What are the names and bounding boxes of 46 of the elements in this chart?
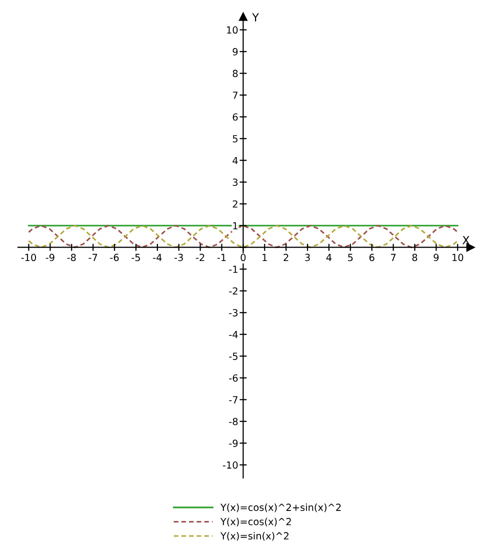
- y-tick-label: -9: [229, 440, 238, 447]
- x-tick-label: -1: [217, 254, 226, 261]
- x-tick-label: -3: [174, 254, 183, 262]
- y-tick-label: 9: [232, 48, 238, 56]
- y-tick-label: 10: [227, 26, 238, 34]
- y-tick-label: -1: [229, 266, 238, 273]
- x-tick-label: 10: [452, 254, 464, 262]
- y-tick-label: 4: [232, 156, 238, 164]
- legend-label: Y(x)=cos(x)^2: [220, 518, 291, 526]
- legend-label: Y(x)=cos(x)^2+sin(x)^2: [220, 503, 341, 512]
- y-tick-label: -10: [222, 461, 238, 469]
- x-tick-label: 3: [305, 254, 310, 262]
- y-tick-label: -7: [229, 396, 238, 404]
- y-tick-label: 6: [232, 113, 238, 121]
- y-tick-label: 7: [232, 92, 238, 99]
- x-tick-label: 8: [412, 254, 418, 262]
- y-tick-label: 8: [232, 70, 238, 78]
- x-tick-label: -10: [21, 254, 36, 262]
- y-tick-label: 2: [232, 200, 238, 208]
- y-tick-label: 3: [232, 178, 238, 186]
- legend-label: Y(x)=sin(x)^2: [220, 532, 288, 541]
- x-tick-label: -4: [153, 254, 162, 261]
- x-tick-label: 7: [391, 254, 396, 261]
- x-tick-label: 0: [240, 254, 246, 262]
- y-tick-label: -4: [229, 330, 238, 338]
- y-tick-label: 5: [232, 135, 238, 142]
- x-tick-label: -7: [88, 254, 98, 261]
- y-tick-label: -2: [229, 287, 238, 295]
- y-axis-title: Y: [252, 13, 259, 22]
- x-tick-label: 1: [262, 254, 267, 261]
- x-tick-label: -2: [196, 254, 204, 261]
- x-axis-title: X: [462, 236, 470, 244]
- x-tick-label: 2: [284, 254, 288, 261]
- y-tick-label: -6: [229, 374, 238, 382]
- y-tick-label: -8: [229, 418, 238, 426]
- y-tick-label: -3: [229, 309, 238, 316]
- x-tick-label: -9: [46, 254, 54, 262]
- x-tick-label: 9: [434, 254, 439, 262]
- x-tick-label: -8: [67, 254, 76, 262]
- y-tick-label: 1: [233, 222, 238, 230]
- x-tick-label: -6: [110, 254, 119, 262]
- x-tick-label: 5: [348, 254, 353, 262]
- x-tick-label: 4: [326, 254, 332, 261]
- x-tick-label: -5: [132, 254, 140, 262]
- y-tick-label: -5: [229, 352, 238, 360]
- x-tick-label: 6: [369, 254, 374, 262]
